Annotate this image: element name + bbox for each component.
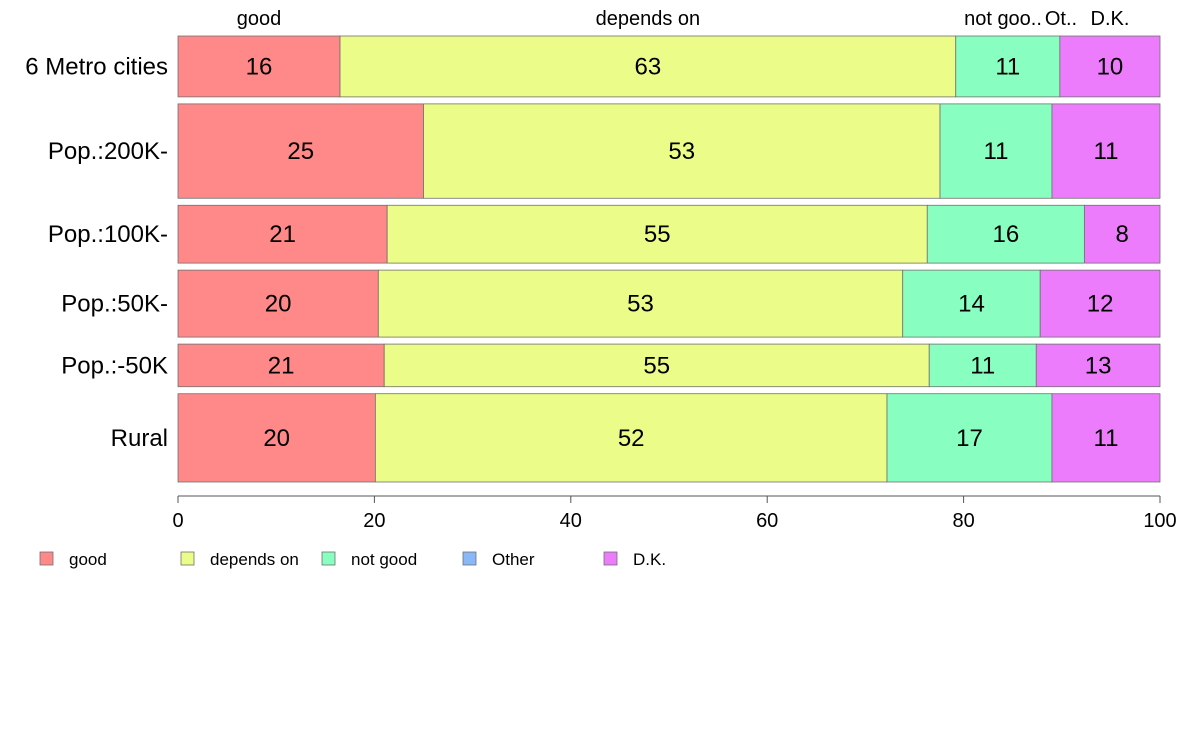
bar-segment-good — [177, 103, 424, 199]
bar-segment-good — [177, 35, 341, 98]
x-tick-label: 0 — [172, 510, 183, 532]
data-label: 13 — [1085, 352, 1112, 379]
bar-segment-depends-on — [339, 35, 957, 98]
data-label: 55 — [643, 352, 670, 379]
bar-segment-d-k — [1051, 103, 1161, 199]
legend-swatch-depends-on — [180, 551, 195, 566]
data-label: 10 — [1097, 53, 1124, 80]
data-label: 12 — [1087, 291, 1114, 318]
bar-segment-not-good — [955, 35, 1061, 98]
top-label-depends-on: depends on — [596, 8, 701, 30]
data-label: 11 — [970, 352, 995, 379]
data-label: 63 — [635, 53, 662, 80]
x-tick-label: 100 — [1143, 510, 1176, 532]
data-label: 11 — [984, 138, 1009, 165]
legend-swatch-not-good — [321, 551, 336, 566]
bar-segment-not-good — [886, 393, 1053, 483]
top-label-group: good depends on not goo.. Ot.. D.K. — [237, 8, 1130, 30]
data-label: 21 — [268, 352, 295, 379]
data-label: 14 — [958, 291, 985, 318]
top-label-good: good — [237, 8, 282, 30]
legend-label-d-k: D.K. — [633, 550, 666, 569]
legend-swatch-d-k — [603, 551, 618, 566]
bar-segment-d-k — [1059, 35, 1161, 98]
bar-segment-depends-on — [374, 393, 888, 483]
bars-group: 16 63 11 10 25 53 11 11 21 55 16 8 20 53 14 12 21 55 11 13 2… — [177, 35, 1161, 483]
data-label: 53 — [668, 138, 695, 165]
bar-segment-good — [177, 393, 376, 483]
bar-segment-good — [177, 269, 379, 338]
data-label: 25 — [287, 138, 314, 165]
bar-segment-good — [177, 343, 385, 388]
bar-segment-d-k — [1083, 204, 1161, 264]
data-label: 52 — [618, 425, 645, 452]
category-label: 6 Metro cities — [25, 53, 168, 80]
legend-label-not-good: not good — [351, 550, 417, 569]
data-label: 55 — [644, 221, 671, 248]
bar-segment-good — [177, 204, 388, 264]
x-axis: 0 20 40 60 80 100 — [172, 495, 1177, 532]
legend-label-other: Other — [492, 550, 535, 569]
data-label: 20 — [263, 425, 290, 452]
bar-segment-depends-on — [386, 204, 928, 264]
category-label: Pop.:-50K — [61, 352, 168, 379]
x-tick-label: 60 — [756, 510, 778, 532]
data-label: 8 — [1116, 221, 1129, 248]
data-label: 11 — [1094, 425, 1119, 452]
x-tick-label: 40 — [560, 510, 582, 532]
data-label: 17 — [956, 425, 983, 452]
data-label: 11 — [1094, 138, 1119, 165]
bar-segment-d-k — [1051, 393, 1161, 483]
top-label-not-good: not goo.. — [964, 8, 1042, 30]
bar-segment-d-k — [1035, 343, 1161, 388]
legend-label-good: good — [69, 550, 107, 569]
category-labels-group: 6 Metro cities Pop.:200K- Pop.:100K- Pop.:5… — [25, 53, 168, 451]
bar-segment-depends-on — [423, 103, 941, 199]
data-label: 16 — [992, 221, 1019, 248]
legend: good depends on not good Other D.K. — [39, 550, 666, 569]
legend-swatch-other — [462, 551, 477, 566]
bar-segment-depends-on — [377, 269, 904, 338]
data-label: 16 — [246, 53, 273, 80]
bar-segment-depends-on — [383, 343, 930, 388]
category-label: Pop.:50K- — [61, 291, 168, 318]
data-label: 11 — [995, 53, 1020, 80]
x-tick-label: 20 — [363, 510, 385, 532]
x-tick-label: 80 — [952, 510, 974, 532]
bar-segment-not-good — [928, 343, 1037, 388]
category-label: Pop.:200K- — [48, 138, 168, 165]
top-label-d-k: D.K. — [1091, 8, 1130, 30]
data-label: 21 — [269, 221, 296, 248]
legend-label-depends-on: depends on — [210, 550, 299, 569]
bar-segment-not-good — [902, 269, 1041, 338]
top-label-other: Ot.. — [1045, 8, 1077, 30]
category-label: Pop.:100K- — [48, 221, 168, 248]
data-label: 53 — [627, 291, 654, 318]
legend-swatch-good — [39, 551, 54, 566]
category-label: Rural — [111, 425, 168, 452]
bar-segment-not-good — [939, 103, 1053, 199]
bar-segment-d-k — [1039, 269, 1161, 338]
data-label: 20 — [265, 291, 292, 318]
